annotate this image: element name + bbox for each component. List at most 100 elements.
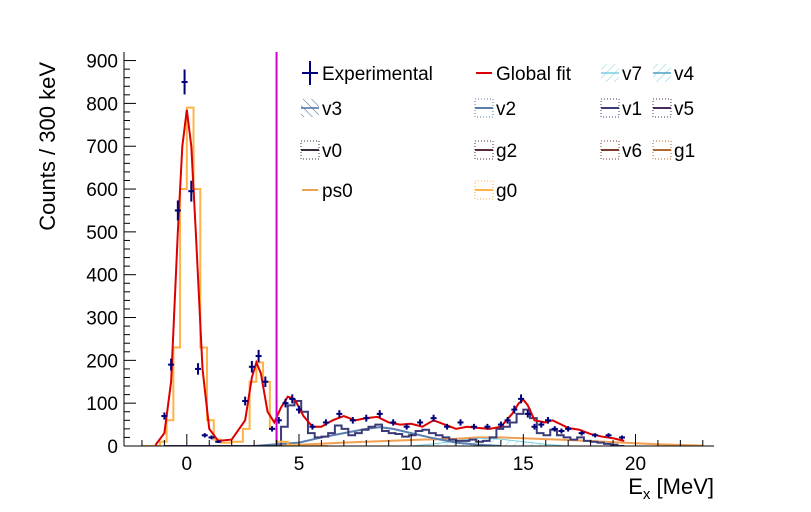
experimental-point <box>161 412 168 420</box>
experimental-point <box>390 419 397 426</box>
experimental-point <box>619 435 626 440</box>
x-tick-label: 0 <box>182 454 193 475</box>
experimental-point <box>403 423 410 430</box>
legend-item-v6: v6 <box>600 140 642 162</box>
experimental-point <box>578 430 585 436</box>
legend-label: ps0 <box>322 181 353 202</box>
y-tick-label: 400 <box>86 266 118 287</box>
legend-label: v6 <box>622 141 642 162</box>
experimental-point <box>195 363 202 375</box>
experimental-point <box>188 180 195 202</box>
experimental-point <box>255 349 262 363</box>
legend-label: v1 <box>622 99 642 120</box>
experimental-point <box>295 405 302 414</box>
g0-histogram <box>141 106 329 446</box>
experimental-point <box>269 426 276 432</box>
x-axis-label-unit: [MeV] <box>650 474 714 499</box>
legend-label: v7 <box>622 64 642 85</box>
legend-label: g1 <box>674 141 695 162</box>
legend-label: g2 <box>496 141 517 162</box>
legend-label: v0 <box>322 141 342 162</box>
x-tick-label: 5 <box>294 454 305 475</box>
experimental-point <box>248 360 255 373</box>
y-tick-label: 100 <box>86 394 118 415</box>
experimental-point <box>262 376 269 388</box>
y-tick-label: 600 <box>86 180 118 201</box>
legend-label: v2 <box>496 99 516 120</box>
legend-item-v4: v4 <box>653 64 695 85</box>
x-axis-label-subscript: x <box>643 486 651 503</box>
y-tick-label: 500 <box>86 223 118 244</box>
experimental-point <box>208 435 215 440</box>
experimental-point <box>201 433 208 438</box>
legend-item-v2: v2 <box>474 98 516 120</box>
x-tick-label: 10 <box>401 454 422 475</box>
experimental-point <box>430 414 437 422</box>
experimental-point <box>544 416 551 424</box>
x-axis-label: Ex [MeV] <box>628 474 714 503</box>
x-tick-label: 20 <box>625 454 646 475</box>
x-axis-label-main: E <box>628 474 643 499</box>
experimental-point <box>538 421 545 428</box>
legend-item-v3: v3 <box>301 99 342 120</box>
experimental-point <box>289 394 296 404</box>
v1-histogram <box>164 400 625 446</box>
experimental-point <box>484 423 491 430</box>
legend: Experimental Global fit v7 v4 v3 v2 v1 v5 v0 g2 v6… <box>300 61 695 202</box>
legend-item-v5: v5 <box>652 98 694 120</box>
y-tick-label: 700 <box>86 137 118 158</box>
y-tick-label: 0 <box>107 437 118 458</box>
legend-item-ps0: ps0 <box>302 181 353 202</box>
experimental-point <box>504 416 511 424</box>
y-tick-label: 200 <box>86 351 118 372</box>
legend-item-global_fit: Global fit <box>476 64 572 85</box>
legend-item-v1: v1 <box>600 98 642 120</box>
experimental-point <box>444 423 451 430</box>
experimental-point <box>376 410 383 418</box>
experimental-point <box>309 423 316 430</box>
experimental-point <box>457 419 464 426</box>
legend-item-g2: g2 <box>474 140 517 162</box>
legend-item-v0: v0 <box>300 140 342 162</box>
legend-label: v4 <box>674 64 695 85</box>
experimental-point <box>322 419 329 426</box>
axes: 0 100 200 300 400 500 600 700 800 900 0 5 10 15 20 <box>86 52 714 475</box>
x-tick-label: 15 <box>513 454 534 475</box>
legend-label: v5 <box>674 99 694 120</box>
experimental-point <box>168 358 175 371</box>
experimental-point <box>181 69 188 95</box>
legend-label: v3 <box>322 99 342 120</box>
y-axis-label: Counts / 300 keV <box>35 62 60 231</box>
experimental-point <box>511 405 518 414</box>
experimental-point <box>551 426 558 432</box>
experimental-point <box>470 423 477 430</box>
experimental-point <box>497 421 504 428</box>
legend-item-g1: g1 <box>652 140 695 162</box>
experimental-point <box>518 394 525 404</box>
experimental-point <box>605 433 612 438</box>
experimental-point <box>174 200 181 221</box>
legend-item-g0: g0 <box>474 180 517 202</box>
y-tick-label: 300 <box>86 309 118 330</box>
legend-item-experimental: Experimental <box>302 61 433 85</box>
experimental-point <box>565 426 572 432</box>
legend-label: Experimental <box>322 64 433 85</box>
legend-label: g0 <box>496 181 517 202</box>
experimental-point <box>242 396 249 406</box>
experimental-point <box>282 398 289 408</box>
experimental-point <box>558 428 565 434</box>
experimental-point <box>524 410 531 418</box>
y-tick-label: 800 <box>86 94 118 115</box>
experimental-point <box>592 433 599 438</box>
experimental-point <box>215 440 222 444</box>
experimental-point <box>336 410 343 418</box>
v7-curve <box>411 437 569 446</box>
legend-item-v7: v7 <box>601 64 642 85</box>
legend-label: Global fit <box>496 64 572 85</box>
experimental-point <box>531 423 538 430</box>
experimental-point <box>417 419 424 426</box>
experimental-point <box>349 416 356 424</box>
y-tick-label: 900 <box>86 52 118 73</box>
